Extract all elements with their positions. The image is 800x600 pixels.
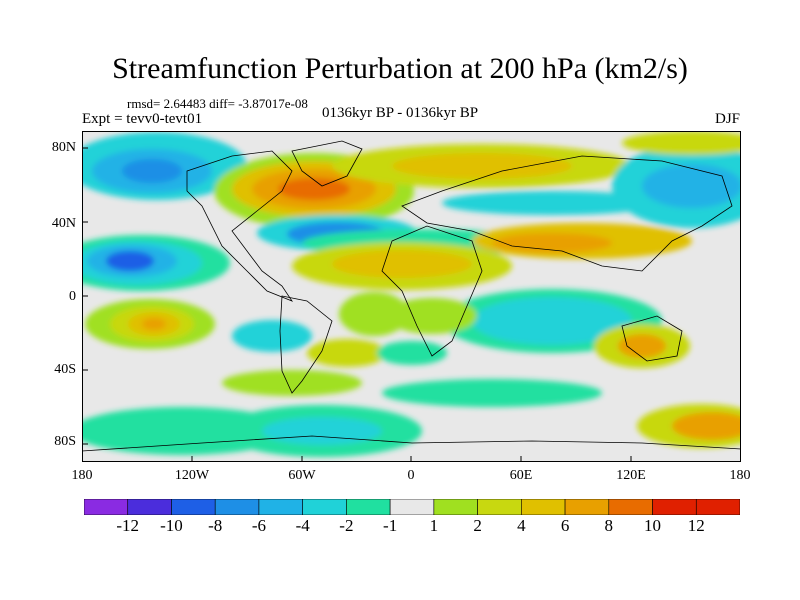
lat-tick-80n: 80N (51, 140, 76, 155)
contour-region (492, 233, 612, 253)
north-america-coast (186, 150, 294, 302)
colorbar-swatch (389, 499, 435, 515)
experiment-label: Expt = tevv0-tevt01 (82, 111, 203, 127)
colorbar-swatch (84, 499, 129, 515)
colorbar-swatch (214, 499, 260, 515)
lat-tick-40s: 40S (54, 362, 76, 377)
contour-region (339, 292, 409, 336)
coastlines (82, 140, 741, 452)
contour-region (278, 178, 350, 200)
colorbar-swatch (346, 499, 391, 515)
colorbar-swatch (171, 499, 216, 515)
greenland-coast (291, 140, 363, 187)
contour-region (618, 334, 666, 358)
axis-ticks (82, 147, 632, 462)
colorbar-swatch (695, 499, 740, 515)
colorbar-swatch (521, 499, 566, 515)
contour-region (232, 320, 312, 352)
colorbar-label: 2 (473, 516, 482, 535)
lon-tick-60e: 60E (509, 468, 533, 483)
contour-fields (82, 131, 741, 457)
colorbar-label: -4 (295, 516, 310, 535)
contour-region (106, 251, 154, 271)
contour-region (622, 131, 741, 155)
colorbar-swatch (477, 499, 522, 515)
contour-region (262, 417, 382, 445)
colorbar-label: -6 (251, 516, 266, 535)
south-america-coast (279, 295, 333, 394)
lon-tick-180w: 180 (71, 468, 93, 483)
contour-region (332, 250, 472, 278)
lat-tick-40n: 40N (51, 216, 76, 231)
colorbar-label: 1 (429, 516, 439, 535)
streamfunction-map (82, 131, 741, 462)
period-label: 0136kyr BP - 0136kyr BP (322, 105, 479, 121)
contour-region (472, 297, 632, 345)
colorbar (84, 499, 740, 515)
eurasia-coast (401, 155, 733, 272)
lon-tick-0: 0 (407, 468, 415, 483)
lat-tick-80s: 80S (54, 434, 76, 449)
colorbar-label: 6 (560, 516, 570, 535)
colorbar-label: -10 (160, 516, 183, 535)
contour-region (642, 164, 741, 208)
colorbar-swatch (302, 499, 347, 515)
colorbar-swatch (608, 499, 653, 515)
contour-region (122, 159, 182, 183)
rmsd-stats: rmsd= 2.64483 diff= -3.87017e-08 (127, 96, 308, 111)
contour-region (387, 298, 477, 334)
colorbar-label: -12 (116, 516, 140, 535)
contour-region (307, 339, 387, 367)
contour-region (222, 370, 362, 396)
africa-coast (381, 225, 483, 357)
colorbar-swatch (652, 499, 697, 515)
lon-tick-120w: 120W (174, 468, 210, 483)
colorbar-label: -2 (339, 516, 354, 535)
colorbar-swatch (564, 499, 610, 515)
colorbar-label: 10 (644, 516, 662, 535)
contour-region (142, 318, 166, 330)
lon-tick-60w: 60W (288, 468, 316, 483)
colorbar-swatch (127, 499, 172, 515)
colorbar-label: 12 (687, 516, 705, 535)
contour-region (382, 379, 602, 407)
lat-tick-0: 0 (69, 289, 76, 304)
lon-tick-120e: 120E (616, 468, 646, 483)
colorbar-label: -1 (383, 516, 398, 535)
lon-tick-180e: 180 (729, 468, 751, 483)
chart-title: Streamfunction Perturbation at 200 hPa (… (112, 52, 688, 85)
contour-region (392, 153, 572, 179)
colorbar-swatch (258, 499, 303, 515)
australia-coast (621, 315, 683, 362)
colorbar-label: 8 (604, 516, 614, 535)
contour-region (377, 341, 447, 365)
season-label: DJF (714, 111, 740, 127)
colorbar-swatch (433, 499, 478, 515)
antarctica-coast (82, 435, 741, 452)
contour-region (672, 412, 741, 440)
colorbar-label: -8 (208, 516, 223, 535)
contour-region (442, 191, 662, 215)
colorbar-label: 4 (517, 516, 526, 535)
